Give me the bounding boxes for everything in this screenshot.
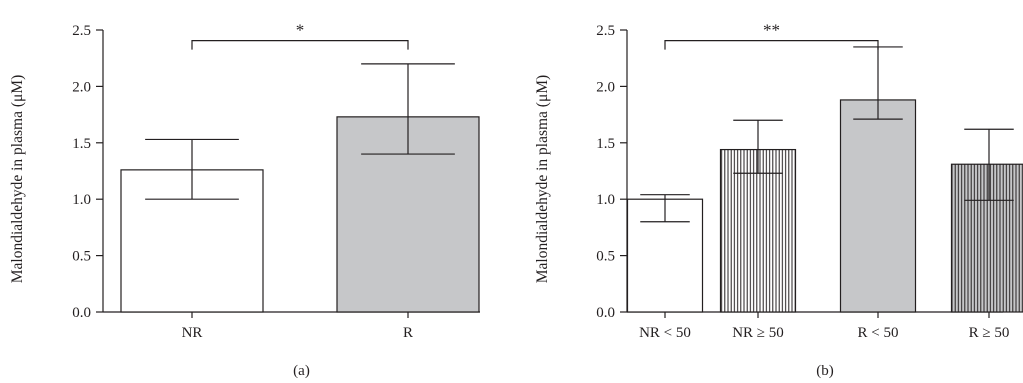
x-tick-label: NR < 50 [639, 325, 691, 341]
x-tick-label: R < 50 [858, 325, 899, 341]
x-tick-label: NR [182, 325, 203, 341]
x-tick-label: R ≥ 50 [969, 325, 1010, 341]
bar [839, 99, 917, 313]
panel-label: (b) [816, 363, 834, 379]
y-axis-label: Malondialdehyde in plasma (μM) [9, 75, 26, 283]
y-tick-label: 2.5 [596, 23, 615, 39]
y-tick-label: 1.0 [72, 192, 91, 208]
significance-label: ** [763, 21, 780, 40]
significance-label: * [296, 21, 305, 40]
y-tick-label: 1.0 [596, 192, 615, 208]
y-axis-label: Malondialdehyde in plasma (μM) [534, 75, 551, 283]
y-tick-label: 2.0 [72, 79, 91, 95]
y-tick-label: 1.5 [72, 136, 91, 152]
error-bar [733, 119, 783, 174]
y-tick-label: 0.5 [596, 249, 615, 265]
bar [719, 148, 797, 313]
y-tick-label: 0.5 [72, 249, 91, 265]
error-bar [145, 138, 239, 200]
y-tick-label: 2.5 [72, 23, 91, 39]
y-tick-label: 0.0 [72, 305, 91, 321]
y-tick-label: 0.0 [596, 305, 615, 321]
x-tick-label: R [403, 325, 413, 341]
chart-panel-a: 0.0 0.5 1.0 1.5 2.0 2.5 NR R * Malondialdehyde in… [9, 21, 480, 379]
bar [950, 163, 1023, 313]
y-tick-label: 2.0 [596, 79, 615, 95]
error-bar [361, 63, 455, 155]
y-tick-label: 1.5 [596, 136, 615, 152]
x-tick-label: NR ≥ 50 [732, 325, 784, 341]
panel-label: (a) [293, 363, 310, 379]
significance-bracket [191, 40, 409, 50]
significance-bracket [664, 40, 879, 50]
error-bar [640, 194, 690, 223]
chart-panel-b: 0.0 0.5 1.0 1.5 2.0 2.5 NR < 50 NR ≥ 50 R < 50 R … [534, 21, 1023, 379]
error-bar [964, 128, 1014, 201]
